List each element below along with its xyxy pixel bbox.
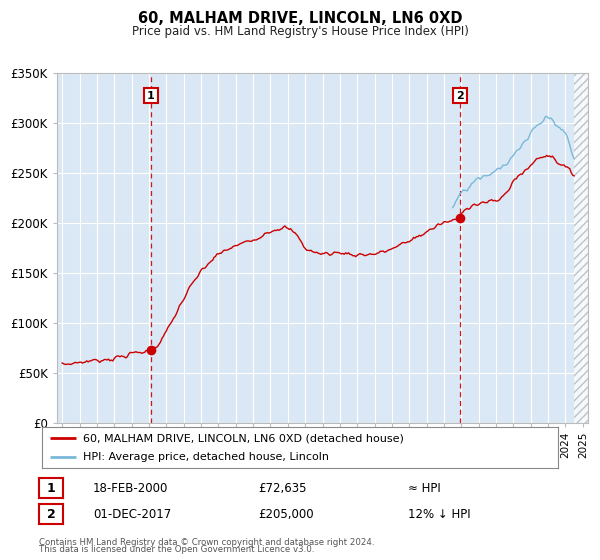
Text: 2: 2 (47, 507, 55, 521)
Text: £72,635: £72,635 (258, 482, 307, 495)
Text: 2: 2 (456, 91, 464, 101)
Text: ≈ HPI: ≈ HPI (408, 482, 441, 495)
Text: £205,000: £205,000 (258, 507, 314, 521)
Bar (574, 73, 588, 423)
Text: Price paid vs. HM Land Registry's House Price Index (HPI): Price paid vs. HM Land Registry's House … (131, 25, 469, 38)
Text: 1: 1 (147, 91, 155, 101)
Text: 60, MALHAM DRIVE, LINCOLN, LN6 0XD (detached house): 60, MALHAM DRIVE, LINCOLN, LN6 0XD (deta… (83, 433, 404, 443)
Text: 60, MALHAM DRIVE, LINCOLN, LN6 0XD: 60, MALHAM DRIVE, LINCOLN, LN6 0XD (138, 11, 462, 26)
Text: 01-DEC-2017: 01-DEC-2017 (93, 507, 171, 521)
Text: Contains HM Land Registry data © Crown copyright and database right 2024.: Contains HM Land Registry data © Crown c… (39, 538, 374, 547)
Text: 18-FEB-2000: 18-FEB-2000 (93, 482, 169, 495)
Text: This data is licensed under the Open Government Licence v3.0.: This data is licensed under the Open Gov… (39, 545, 314, 554)
Text: 1: 1 (47, 482, 55, 495)
Text: HPI: Average price, detached house, Lincoln: HPI: Average price, detached house, Linc… (83, 452, 329, 461)
Text: 12% ↓ HPI: 12% ↓ HPI (408, 507, 470, 521)
